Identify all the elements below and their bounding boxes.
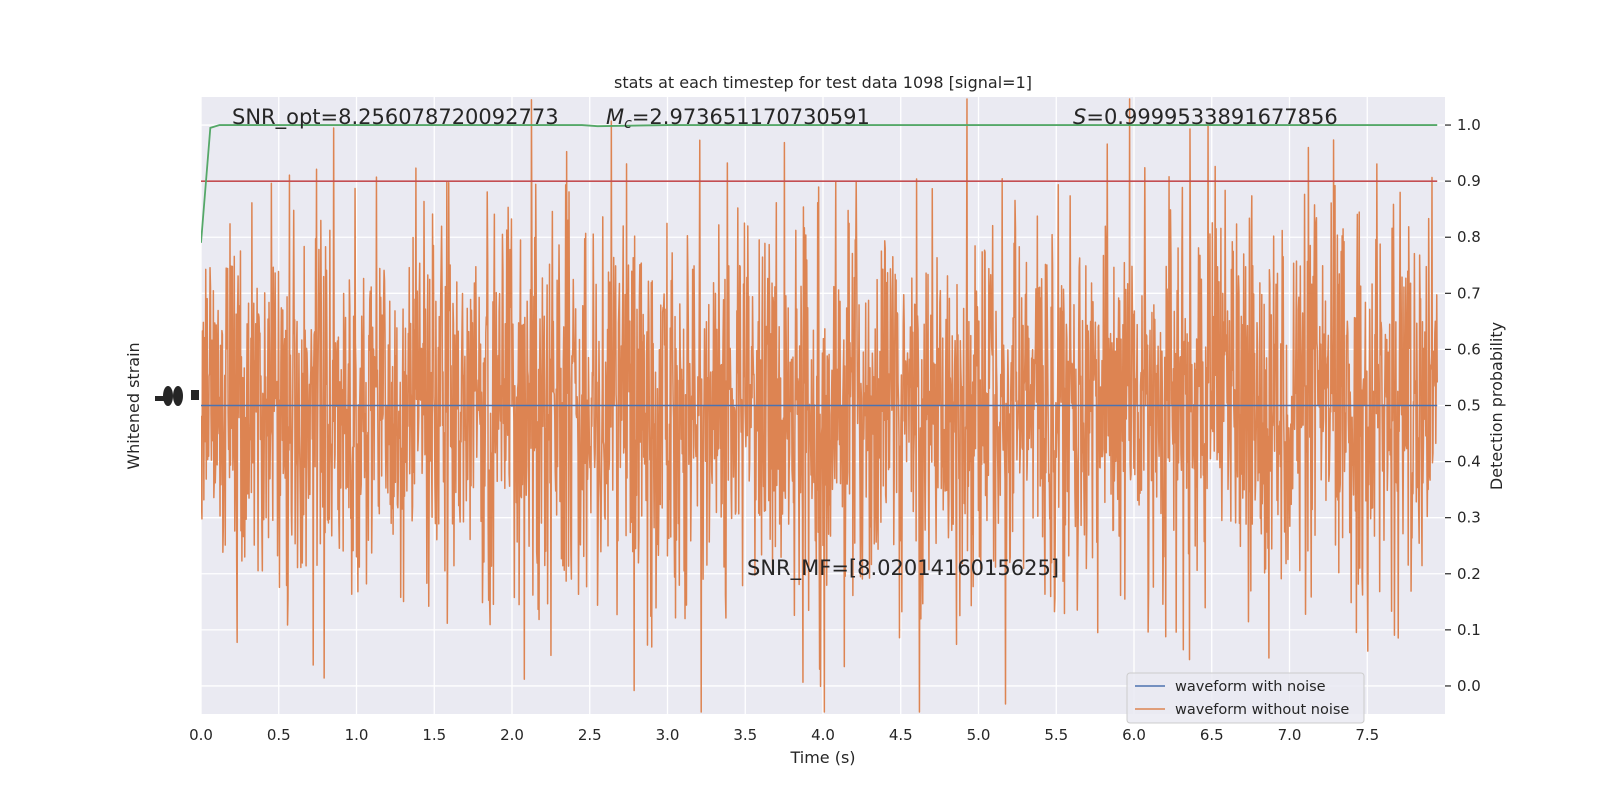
left-axis-ticks xyxy=(155,386,199,406)
x-tick-label: 7.5 xyxy=(1355,726,1379,744)
chirp-mass-annotation: Mc=2.973651170730591 xyxy=(606,105,870,132)
x-tick-label: 6.0 xyxy=(1122,726,1146,744)
x-tick-label: 3.5 xyxy=(733,726,757,744)
x-tick-label: 2.0 xyxy=(500,726,524,744)
x-tick-label: 5.5 xyxy=(1044,726,1068,744)
y-tick-label: 0.6 xyxy=(1457,340,1481,358)
y-tick-label: 0.9 xyxy=(1457,172,1481,190)
y-tick-label: 0.3 xyxy=(1457,509,1481,527)
x-tick-label: 5.0 xyxy=(967,726,991,744)
legend-label-without-noise: waveform without noise xyxy=(1175,702,1349,718)
y-axis-right-label: Detection probability xyxy=(1487,322,1506,490)
detection-probability-line xyxy=(201,124,1438,243)
y-tick-label: 0.1 xyxy=(1457,621,1481,639)
x-tick-label: 1.0 xyxy=(345,726,369,744)
y-tick-label: 0.4 xyxy=(1457,453,1481,471)
y-tick-label: 1.0 xyxy=(1457,116,1481,134)
x-axis-label: Time (s) xyxy=(789,748,855,767)
legend: waveform with noise waveform without noi… xyxy=(1126,672,1365,724)
y-tick-label: 0.2 xyxy=(1457,565,1481,583)
x-tick-label: 6.5 xyxy=(1200,726,1224,744)
legend-box xyxy=(1126,672,1365,724)
legend-label-with-noise: waveform with noise xyxy=(1175,679,1326,695)
y-tick-label: 0.5 xyxy=(1457,397,1481,415)
x-tick-label: 2.5 xyxy=(578,726,602,744)
y-tick-label: 0.7 xyxy=(1457,284,1481,302)
chirp-mass-value: =2.973651170730591 xyxy=(632,105,870,129)
x-tick-label: 1.5 xyxy=(422,726,446,744)
waveform-without-noise-series xyxy=(201,98,1438,713)
snr-opt-annotation: SNR_opt=8.256078720092773 xyxy=(232,105,559,130)
y-right-axis-ticks: 0.0 0.1 0.2 0.3 0.4 0.5 0.6 0.7 0.8 0.9 1.0 xyxy=(1445,116,1481,695)
s-annotation: S=0.9999533891677856 xyxy=(1073,105,1338,129)
chirp-mass-symbol: M xyxy=(606,105,624,129)
s-value: =0.9999533891677856 xyxy=(1086,105,1337,129)
x-axis-ticks: 0.0 0.5 1.0 1.5 2.0 2.5 3.0 3.5 4.0 4.5 5.0 5.5 6.0 6… xyxy=(189,726,1379,744)
y-tick-label: 0.0 xyxy=(1457,677,1481,695)
x-tick-label: 0.5 xyxy=(267,726,291,744)
chirp-mass-subscript: c xyxy=(624,116,632,132)
x-tick-label: 3.0 xyxy=(656,726,680,744)
x-tick-label: 0.0 xyxy=(189,726,213,744)
y-tick-label: 0.8 xyxy=(1457,228,1481,246)
x-tick-label: 7.0 xyxy=(1278,726,1302,744)
s-symbol: S xyxy=(1073,105,1086,129)
x-tick-label: 4.0 xyxy=(811,726,835,744)
snr-mf-annotation: SNR_MF=[8.0201416015625] xyxy=(747,556,1059,581)
chart-title: stats at each timestep for test data 109… xyxy=(614,73,1032,92)
x-tick-label: 4.5 xyxy=(889,726,913,744)
y-axis-left-label: Whitened strain xyxy=(124,342,143,469)
noise-trace xyxy=(201,98,1438,713)
